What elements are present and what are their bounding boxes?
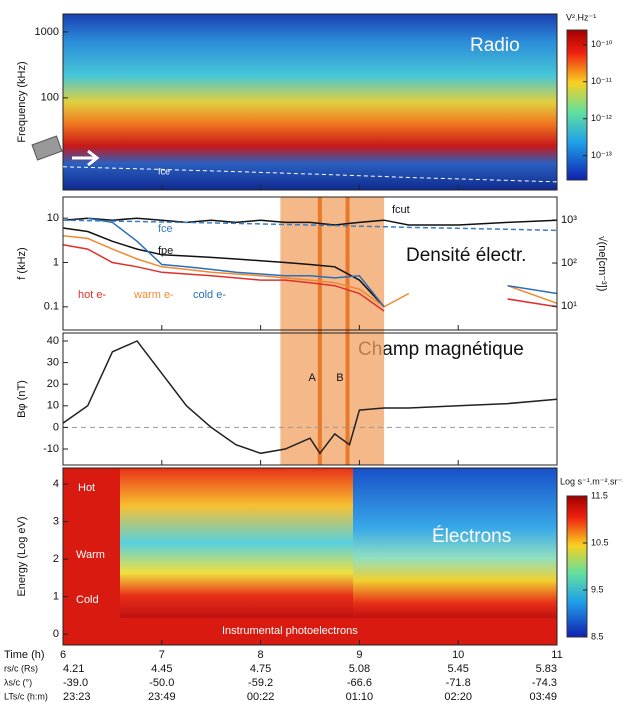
- panel-frame: [62, 467, 558, 646]
- colorbar-tick-label: 11.5: [591, 490, 608, 500]
- radio-background: [63, 14, 557, 190]
- row-value: 4.45: [151, 663, 172, 675]
- colorbar-tick-label: 10⁻¹²: [591, 113, 612, 123]
- y-tick-label: 10: [47, 400, 59, 412]
- y-axis-label: Energy (Log eV): [16, 516, 28, 596]
- y-axis-label: Frequency (kHz): [16, 61, 28, 142]
- row-value: 5.45: [447, 663, 468, 675]
- series-line: [62, 227, 385, 308]
- y2-tick-label: 10³: [561, 214, 577, 226]
- y-tick-label: 1000: [35, 26, 59, 38]
- x-tick-label: 6: [60, 649, 66, 661]
- panel-frame: [62, 332, 558, 466]
- colorbar-tick-label: 10⁻¹³: [591, 150, 612, 160]
- y-tick-label: 30: [47, 357, 59, 369]
- x-tick-label: 7: [159, 649, 165, 661]
- annotation: fce: [158, 166, 170, 176]
- colorbar-tick-label: 8.5: [591, 631, 604, 641]
- row-value: 02:20: [444, 691, 472, 702]
- row-value: -66.6: [347, 677, 372, 689]
- series-label: hot e-: [78, 289, 106, 301]
- series-line: [62, 244, 558, 312]
- series-line: [62, 340, 558, 455]
- panel-title: Radio: [470, 35, 520, 56]
- row-value: -74.3: [532, 677, 557, 689]
- series-label: warm e-: [133, 289, 174, 301]
- panel-frame: [62, 13, 558, 191]
- colorbar-tick-label: 10⁻¹¹: [591, 76, 612, 86]
- annotation: Instrumental photoelectrons: [222, 625, 358, 637]
- highlight-band: [280, 197, 385, 465]
- y2-tick-label: 10²: [561, 257, 577, 269]
- row-value: -50.0: [149, 677, 174, 689]
- panel-title: Champ magnétique: [358, 339, 524, 360]
- x-tick-label: 9: [356, 649, 362, 661]
- series-label: cold e-: [193, 289, 226, 301]
- y-tick-label: 4: [53, 478, 59, 490]
- row-label: Time (h): [4, 649, 45, 661]
- colorbar-tick-label: 9.5: [591, 584, 604, 594]
- electron-background: [353, 468, 557, 618]
- y-tick-label: 0: [53, 628, 59, 640]
- colorbar: [566, 29, 588, 181]
- panel-title: Électrons: [432, 526, 511, 547]
- colorbar-tick-label: 10.5: [591, 537, 609, 547]
- y-tick-label: 40: [47, 335, 59, 347]
- y-axis-label: f (kHz): [16, 247, 28, 279]
- y-tick-label: 1: [53, 591, 59, 603]
- series-line: [62, 235, 558, 308]
- annotation: Cold: [76, 594, 99, 606]
- colorbar-tick-label: 10⁻¹⁰: [591, 39, 613, 49]
- event-label: B: [336, 372, 343, 384]
- row-value: 5.83: [536, 663, 557, 675]
- y-tick-label: 0.1: [44, 301, 59, 313]
- row-label: LTs/c (h:m): [4, 691, 48, 701]
- annotation: Hot: [78, 482, 95, 494]
- row-value: -59.2: [248, 677, 273, 689]
- row-value: 23:49: [148, 691, 176, 702]
- fce-line: [62, 166, 558, 183]
- row-value: 00:22: [247, 691, 275, 702]
- electron-background: [120, 468, 353, 618]
- row-value: 23:23: [63, 691, 91, 702]
- colorbar-label: Log s⁻¹.m⁻².sr⁻¹: [560, 476, 623, 486]
- row-label: rs/c (Rs): [4, 663, 38, 673]
- x-tick-label: 11: [551, 649, 562, 661]
- y-tick-label: 0: [53, 421, 59, 433]
- row-value: 4.75: [250, 663, 271, 675]
- row-value: 01:10: [346, 691, 374, 702]
- series-label: fpe: [158, 245, 173, 257]
- x-tick-label: 10: [452, 649, 464, 661]
- series-label: fcut: [392, 204, 410, 216]
- y2-tick-label: 10¹: [561, 300, 577, 312]
- colorbar-label: V².Hz⁻¹: [566, 12, 596, 22]
- y-tick-label: 1: [53, 256, 59, 268]
- y-tick-label: 100: [41, 92, 59, 104]
- spacecraft-icon: [31, 135, 100, 167]
- series-label: fce: [158, 223, 173, 235]
- row-value: -39.0: [63, 677, 88, 689]
- series-line: [62, 219, 558, 232]
- y-tick-label: 3: [53, 516, 59, 528]
- y-tick-label: 10: [47, 212, 59, 224]
- x-tick-label: 8: [258, 649, 264, 661]
- row-value: 4.21: [63, 663, 84, 675]
- y-axis-label: Bφ (nT): [16, 380, 28, 418]
- row-label: λs/c (°): [4, 677, 32, 687]
- series-line: [87, 217, 558, 308]
- panel-title: Densité électr.: [406, 245, 526, 266]
- y-tick-label: -10: [43, 443, 59, 455]
- annotation: Warm: [76, 549, 105, 561]
- row-value: -71.8: [446, 677, 471, 689]
- event-label: A: [309, 372, 317, 384]
- y-tick-label: 2: [53, 553, 59, 565]
- series-line: [62, 217, 558, 226]
- y-tick-label: 20: [47, 378, 59, 390]
- colorbar: [566, 495, 588, 638]
- row-value: 5.08: [349, 663, 370, 675]
- row-value: 03:49: [529, 691, 557, 702]
- y2-axis-label: √(ne[cm⁻³]): [596, 236, 608, 292]
